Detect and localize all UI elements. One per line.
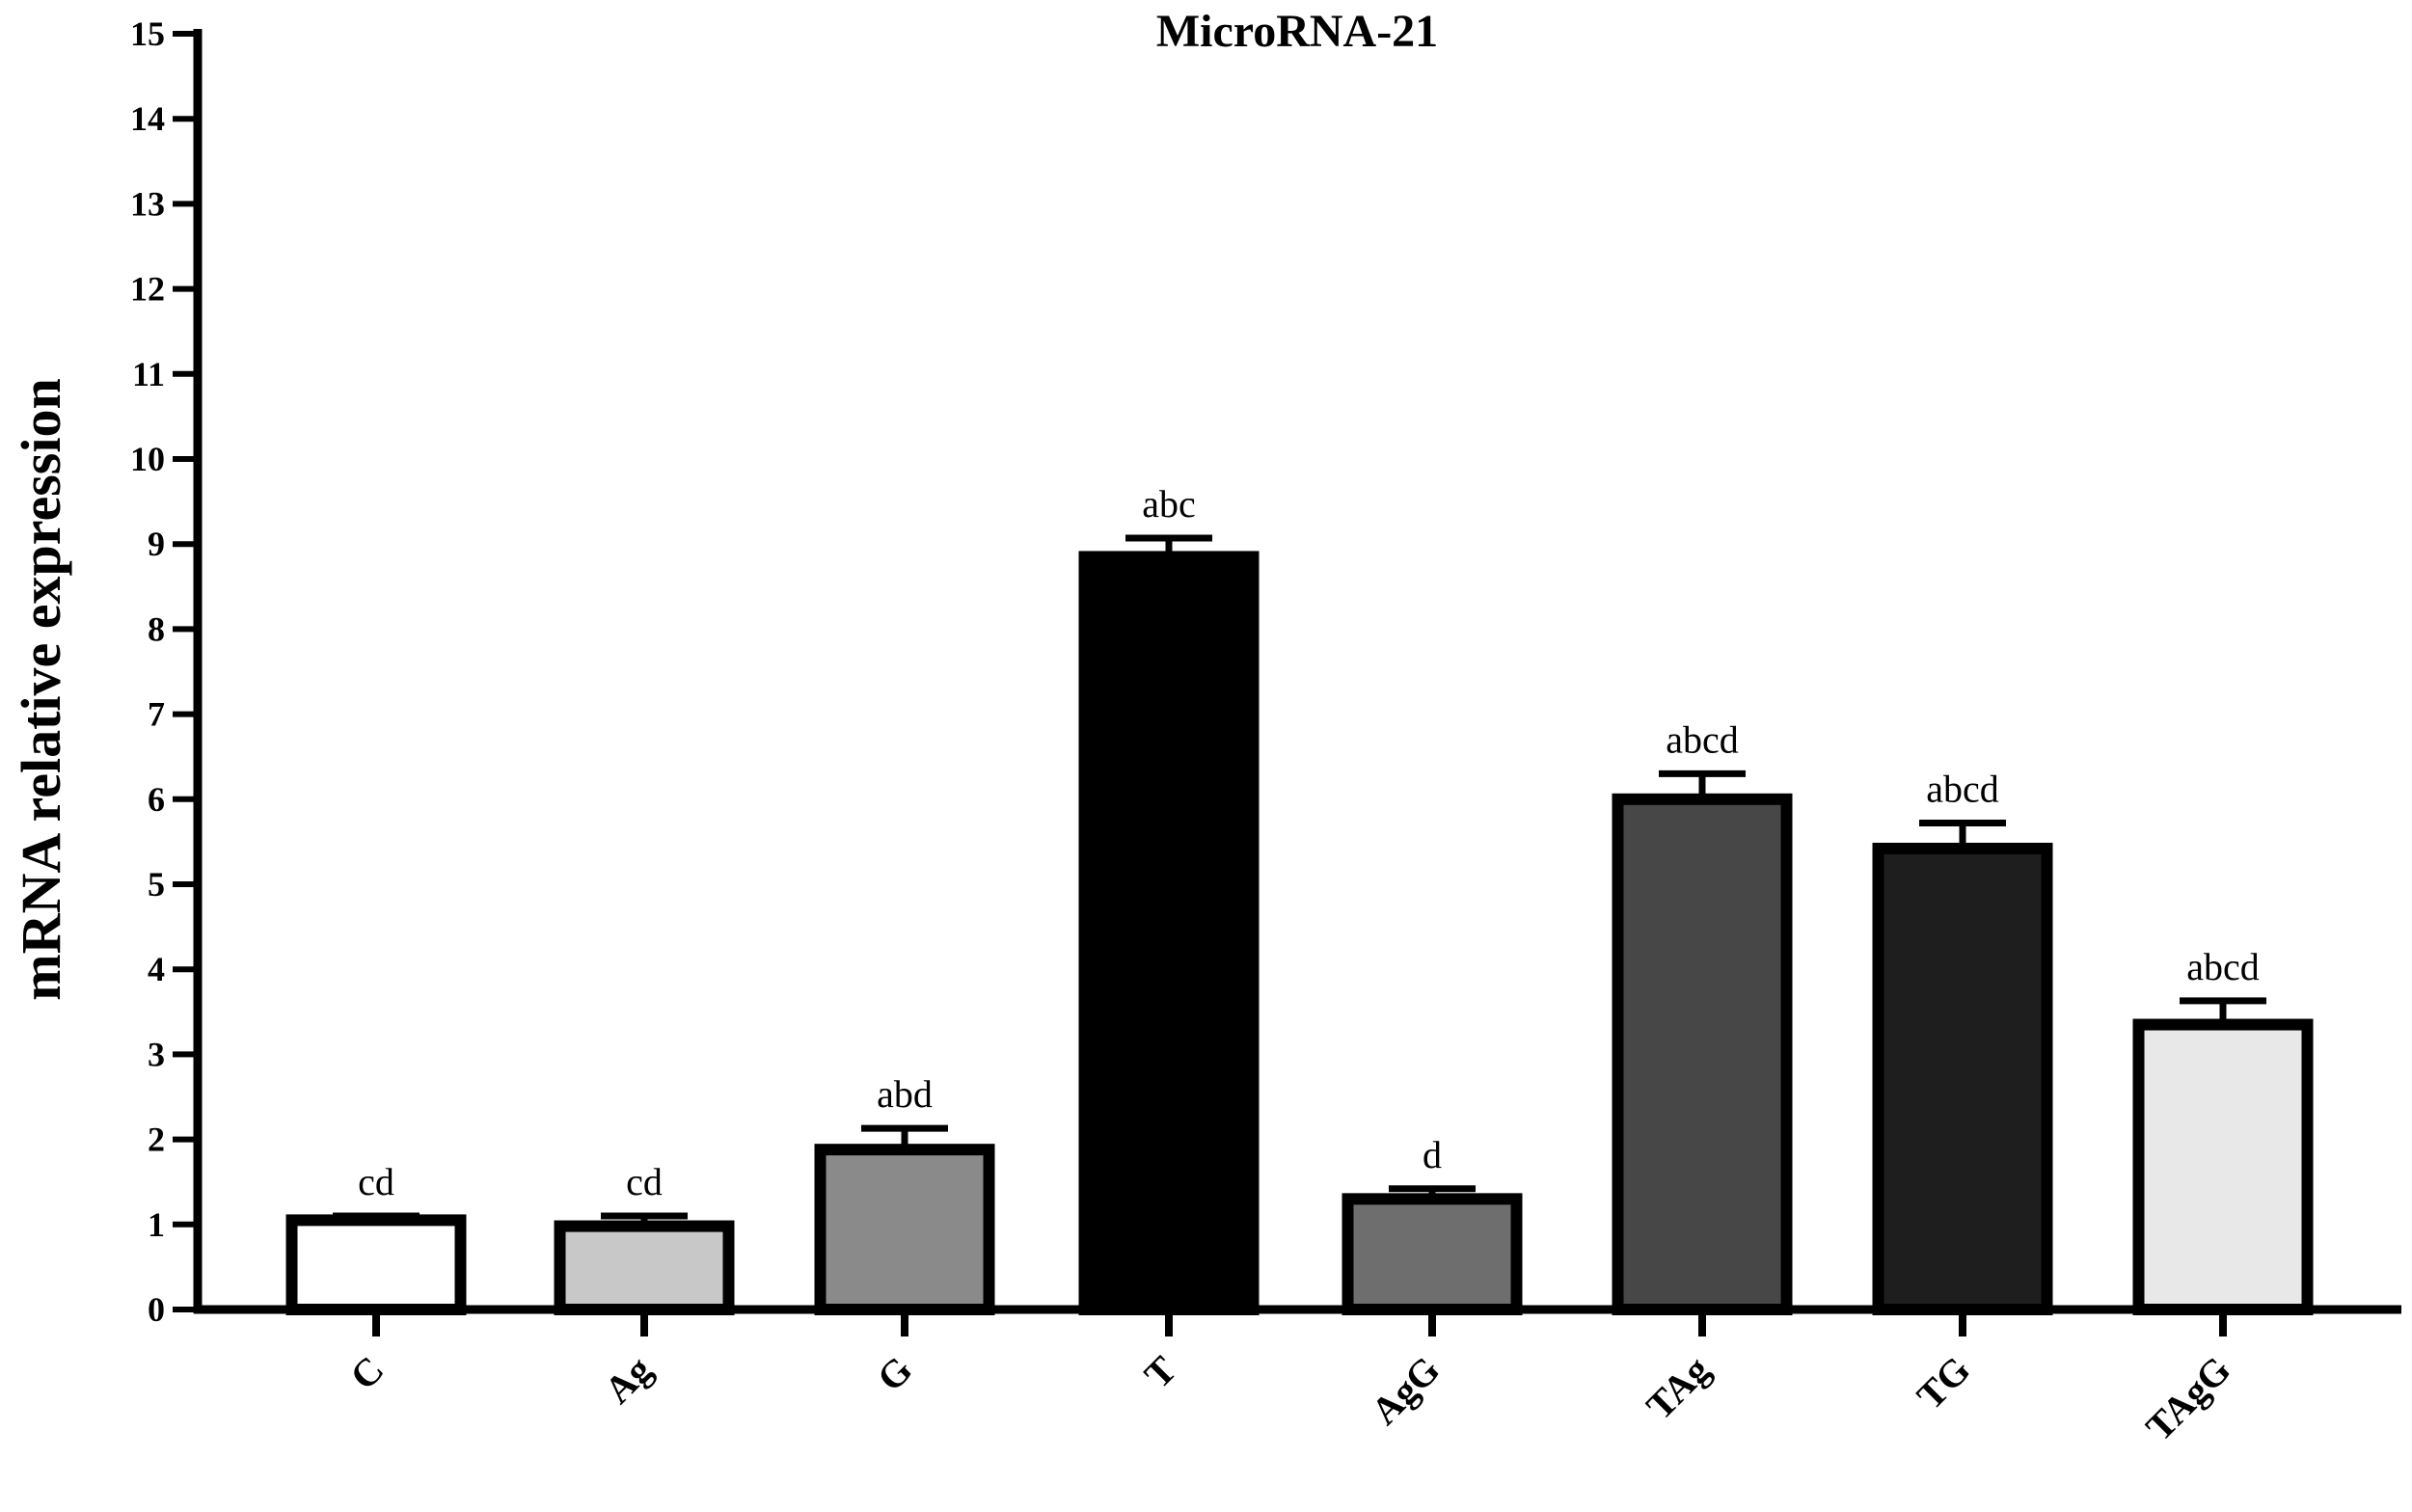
y-tick-label-7: 7 (148, 695, 165, 734)
significance-label-3: abc (1142, 482, 1196, 526)
y-tick-label-12: 12 (130, 270, 165, 309)
y-tick-label-8: 8 (148, 609, 165, 648)
x-tick-label-0: C (341, 1348, 392, 1398)
y-tick-label-3: 3 (148, 1035, 165, 1073)
significance-label-2: abd (877, 1072, 933, 1116)
y-tick-label-0: 0 (148, 1290, 165, 1329)
y-tick-label-6: 6 (148, 780, 165, 819)
significance-label-4: d (1423, 1133, 1442, 1176)
bar-TG (1872, 842, 2053, 1315)
y-tick-label-5: 5 (148, 865, 165, 904)
y-tick-label-2: 2 (148, 1120, 165, 1159)
x-tick-label-2: G (869, 1348, 921, 1400)
x-tick-label-1: Ag (596, 1348, 660, 1412)
x-tick-label-4: AgG (1363, 1348, 1448, 1433)
bar-TAg (1612, 793, 1793, 1315)
bar-C (285, 1214, 467, 1316)
x-tick-label-3: T (1136, 1347, 1185, 1396)
x-tick-label-7: TAgG (2137, 1348, 2238, 1449)
x-tick-label-5: TAg (1638, 1348, 1718, 1428)
bar-T (1078, 551, 1260, 1315)
y-tick-label-13: 13 (130, 184, 165, 223)
significance-label-6: abcd (1926, 767, 1999, 810)
bar-AgG (1342, 1193, 1523, 1315)
chart-title: MicroRNA-21 (1156, 6, 1438, 57)
y-axis-label: mRNA relative expression (10, 378, 72, 1000)
y-tick-label-9: 9 (148, 525, 165, 563)
significance-label-0: cd (358, 1160, 394, 1203)
y-tick-label-14: 14 (130, 99, 165, 138)
bar-G (814, 1144, 995, 1315)
significance-label-5: abcd (1666, 717, 1739, 761)
y-tick-label-11: 11 (132, 355, 165, 393)
bar-TAgG (2132, 1018, 2314, 1316)
y-tick-label-1: 1 (148, 1205, 165, 1244)
x-tick-label-6: TG (1909, 1348, 1979, 1418)
y-tick-label-15: 15 (130, 14, 165, 53)
significance-label-7: abcd (2186, 945, 2260, 988)
significance-label-1: cd (626, 1160, 663, 1203)
y-tick-label-4: 4 (148, 950, 165, 988)
y-tick-label-10: 10 (130, 440, 165, 478)
bar-Ag (554, 1220, 735, 1315)
